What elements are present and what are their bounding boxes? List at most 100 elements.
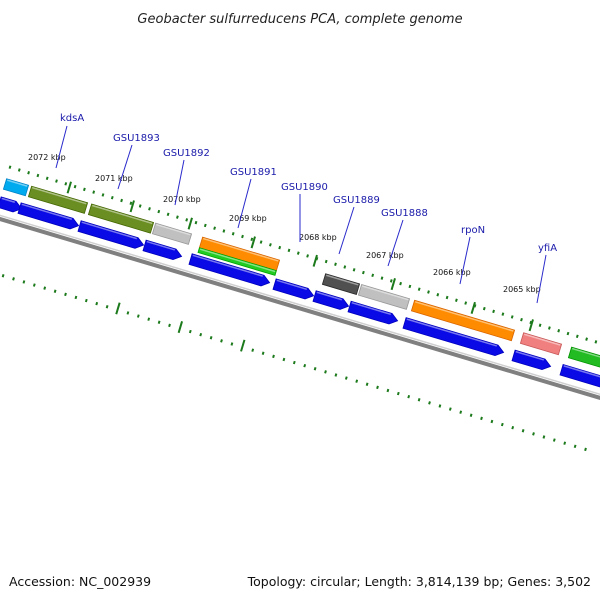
gene-feature-10[interactable] — [567, 346, 600, 373]
gene-callout-line — [536, 254, 547, 304]
scale-tick-label: 2072 kbp — [28, 153, 66, 162]
scale-major-tick — [250, 236, 256, 249]
inner-scale-dot — [240, 339, 246, 352]
gene-feature-9[interactable] — [519, 332, 563, 356]
cds-arrow-4-gloss — [146, 240, 176, 251]
gene-feature-8[interactable] — [410, 299, 516, 342]
cds-arrow-10-gloss — [515, 350, 545, 361]
scale-dot — [482, 306, 486, 311]
inner-scale-dot — [469, 413, 473, 418]
gene-label[interactable]: rpoN — [461, 225, 485, 236]
gene-label[interactable]: GSU1891 — [230, 167, 277, 178]
scale-dot — [73, 184, 77, 189]
gene-feature-2[interactable] — [27, 185, 89, 214]
inner-scale-dot — [53, 289, 57, 293]
inner-scale-dot — [355, 379, 359, 383]
scale-dot — [101, 193, 105, 197]
scale-dot — [352, 268, 356, 272]
inner-scale-dot — [32, 283, 36, 287]
scale-dot — [185, 218, 189, 222]
scale-dot — [110, 195, 114, 200]
cds-arrow-7[interactable] — [312, 290, 350, 310]
inner-scale-dot — [324, 370, 327, 374]
scale-dot — [334, 262, 337, 266]
inner-scale-dot — [292, 360, 296, 365]
cds-arrow-8[interactable] — [347, 300, 399, 325]
gene-feature-secondary[interactable] — [197, 247, 277, 276]
scale-tick-label: 2069 kbp — [229, 214, 267, 223]
cds-arrow-1-gloss — [1, 197, 16, 203]
inner-scale-dot — [417, 398, 421, 402]
scale-dot — [306, 254, 309, 258]
inner-scale-dot — [334, 373, 338, 377]
gene-label[interactable]: GSU1890 — [281, 182, 328, 193]
cds-arrow-10[interactable] — [511, 349, 552, 371]
scale-dot — [464, 301, 468, 305]
gene-feature-6[interactable] — [321, 273, 361, 295]
inner-scale-dot — [500, 422, 504, 427]
inner-scale-dot — [313, 367, 317, 371]
inner-scale-dot — [157, 320, 161, 324]
gene-label[interactable]: GSU1889 — [333, 195, 380, 206]
scale-dot — [8, 165, 12, 169]
scale-dot — [380, 276, 384, 280]
gene-feature-3-gloss — [92, 204, 153, 225]
scale-dot — [287, 248, 291, 253]
inner-scale-dot — [74, 295, 78, 300]
cds-arrow-1[interactable] — [0, 196, 23, 213]
cds-arrow-11[interactable] — [559, 364, 600, 391]
inner-scale-dot — [552, 438, 556, 442]
inner-scale-dot — [573, 444, 577, 449]
cds-arrow-5[interactable] — [188, 253, 271, 287]
cds-arrow-2[interactable] — [17, 202, 80, 230]
scale-dot — [510, 315, 514, 319]
gene-feature-7-gloss — [362, 285, 409, 301]
scale-dot — [138, 204, 142, 208]
gene-label[interactable]: yfiA — [538, 243, 557, 254]
inner-scale-dot — [188, 329, 192, 334]
cds-arrow-3[interactable] — [77, 220, 145, 249]
scale-dot — [203, 223, 207, 228]
scale-dot — [36, 173, 40, 178]
gene-label[interactable]: GSU1892 — [163, 148, 210, 159]
inner-scale-dot — [43, 286, 47, 290]
inner-scale-dot — [95, 301, 99, 306]
inner-scale-dot — [386, 388, 390, 393]
accession-text: Accession: NC_002939 — [9, 574, 152, 589]
inner-scale-dot — [105, 305, 109, 309]
gene-feature-3[interactable] — [87, 203, 155, 234]
scale-major-tick — [470, 301, 476, 314]
cds-arrow-6[interactable] — [272, 278, 315, 300]
cds-arrow-4[interactable] — [142, 239, 183, 261]
inner-scale-dot — [1, 274, 5, 278]
scale-dot — [585, 337, 588, 341]
scale-major-tick — [528, 319, 534, 332]
inner-scale-dot — [199, 332, 203, 337]
inner-scale-dot — [428, 401, 431, 405]
gene-callout-line — [237, 178, 252, 229]
scale-dot — [166, 212, 170, 217]
inner-scale-dot — [521, 429, 525, 433]
gene-feature-4[interactable] — [151, 222, 193, 245]
gene-label[interactable]: GSU1888 — [381, 208, 428, 219]
cds-arrow-5-gloss — [192, 254, 264, 277]
gene-feature-1[interactable] — [2, 178, 30, 197]
inner-scale-dot — [365, 382, 369, 386]
scale-major-tick — [66, 181, 72, 194]
gene-callout-line — [117, 144, 133, 190]
gene-feature-7[interactable] — [357, 284, 411, 310]
inner-scale-dot — [448, 407, 452, 411]
inner-scale-dot — [22, 280, 26, 284]
scale-dot — [343, 265, 347, 269]
cds-arrow-9[interactable] — [402, 317, 505, 357]
inner-scale-dot — [12, 277, 15, 281]
gene-callout-line — [55, 125, 68, 169]
gene-label[interactable]: kdsA — [60, 113, 84, 124]
inner-scale-dot — [261, 351, 265, 355]
inner-scale-dot — [220, 339, 223, 343]
inner-scale-dot — [272, 354, 275, 359]
gene-label[interactable]: GSU1893 — [113, 133, 160, 144]
scale-dot — [148, 207, 151, 211]
inner-scale-dot — [303, 363, 307, 368]
